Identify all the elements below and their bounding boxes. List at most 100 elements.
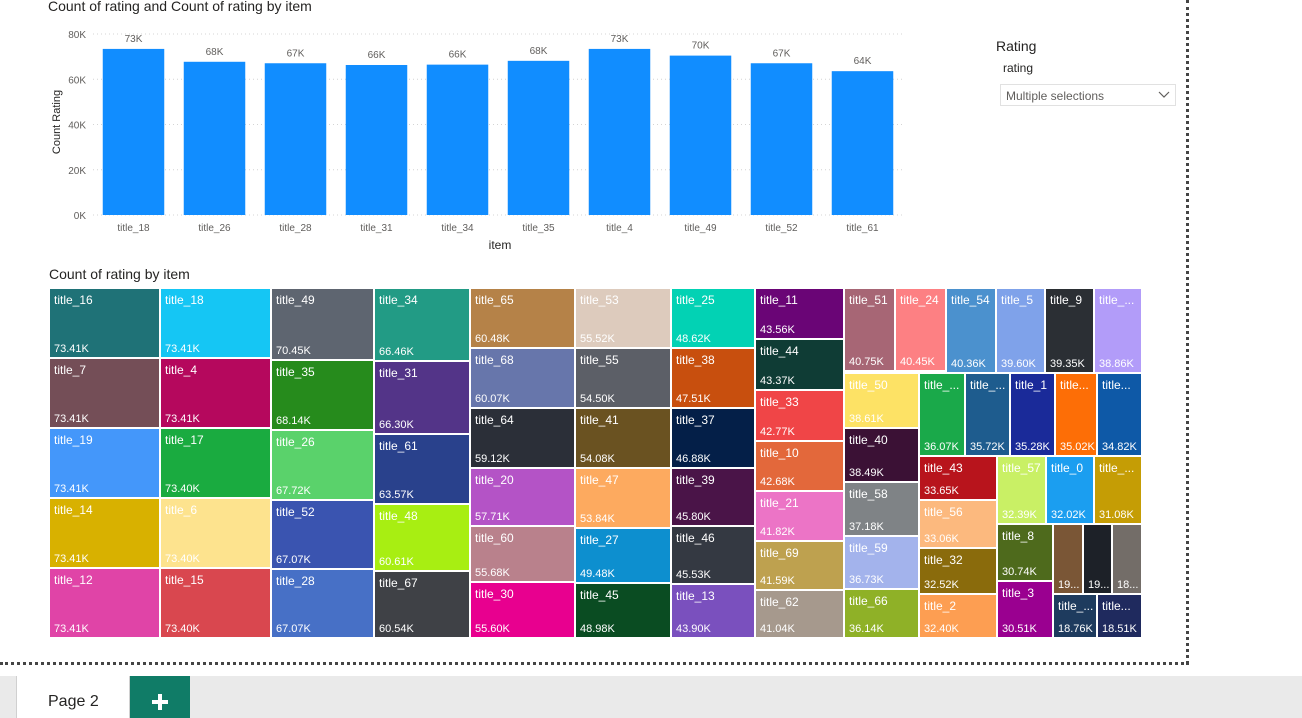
treemap-tile[interactable]: title_47 53.84K — [575, 468, 671, 528]
treemap-tile[interactable]: title_... 36.07K — [919, 373, 965, 456]
treemap-tile[interactable]: title_5 39.60K — [996, 288, 1045, 373]
treemap-tile[interactable]: title_15 73.40K — [160, 568, 271, 638]
slicer-header: Rating — [996, 38, 1037, 54]
treemap-tile[interactable]: title_40 38.49K — [844, 428, 919, 482]
treemap-tile[interactable]: title_61 63.57K — [374, 434, 470, 504]
treemap-tile[interactable]: title... 34.82K — [1097, 373, 1142, 456]
tile-value: 60.48K — [475, 333, 510, 345]
treemap-tile[interactable]: title_58 37.18K — [844, 482, 919, 536]
treemap-tile[interactable]: title_38 47.51K — [671, 348, 755, 408]
bar[interactable] — [588, 48, 651, 215]
treemap-tile[interactable]: title_... 38.86K — [1094, 288, 1142, 373]
treemap-tile[interactable]: title_10 42.68K — [755, 441, 844, 491]
treemap-tile[interactable]: title_14 73.41K — [49, 498, 160, 568]
treemap-tile[interactable]: title_67 60.54K — [374, 571, 470, 638]
treemap-tile[interactable]: title_8 30.74K — [997, 524, 1053, 581]
tile-label: title_60 — [475, 531, 514, 545]
bar[interactable] — [669, 55, 732, 216]
treemap-tile[interactable]: title_35 68.14K — [271, 360, 374, 430]
treemap-tile[interactable]: title_28 67.07K — [271, 569, 374, 638]
treemap-tile[interactable]: title... 18.51K — [1097, 594, 1142, 638]
bar[interactable] — [750, 63, 813, 216]
treemap-tile[interactable]: title_56 33.06K — [919, 500, 997, 548]
treemap-tile[interactable]: title_30 55.60K — [470, 582, 575, 638]
slicer-dropdown[interactable]: Multiple selections — [1000, 84, 1176, 106]
treemap-tile[interactable]: title_62 41.04K — [755, 590, 844, 638]
tile-label: title... — [1060, 378, 1089, 392]
treemap-tile[interactable]: title_9 39.35K — [1045, 288, 1094, 373]
treemap-tile[interactable]: title_49 70.45K — [271, 288, 374, 360]
treemap-tile[interactable]: title_41 54.08K — [575, 408, 671, 468]
treemap-tile[interactable]: title_27 49.48K — [575, 528, 671, 583]
treemap-tile[interactable]: title_20 57.71K — [470, 468, 575, 526]
bar[interactable] — [264, 63, 327, 216]
treemap-tile[interactable]: title_2 32.40K — [919, 594, 997, 638]
treemap-tile[interactable]: title_68 60.07K — [470, 348, 575, 408]
treemap-tile[interactable]: title_6 73.40K — [160, 498, 271, 568]
treemap-tile[interactable]: title_55 54.50K — [575, 348, 671, 408]
treemap-tile[interactable]: title_19 73.41K — [49, 428, 160, 498]
treemap-tile[interactable]: title_51 40.75K — [844, 288, 895, 371]
treemap-tile[interactable]: title_59 36.73K — [844, 536, 919, 589]
treemap-tile[interactable]: title_1 35.28K — [1010, 373, 1055, 456]
treemap-tile[interactable]: title_69 41.59K — [755, 541, 844, 590]
treemap-tile[interactable]: title_65 60.48K — [470, 288, 575, 348]
bar[interactable] — [426, 64, 489, 215]
treemap-tile[interactable]: 18... — [1112, 524, 1142, 594]
treemap-tile[interactable]: title_44 43.37K — [755, 339, 844, 390]
treemap-tile[interactable]: title_4 73.41K — [160, 358, 271, 428]
treemap-tile[interactable]: title_... 35.72K — [965, 373, 1010, 456]
treemap-tile[interactable]: title_39 45.80K — [671, 468, 755, 526]
treemap-tile[interactable]: title_11 43.56K — [755, 288, 844, 339]
treemap-tile[interactable]: title_21 41.82K — [755, 491, 844, 541]
treemap-tile[interactable]: title_0 32.02K — [1046, 456, 1094, 524]
bar[interactable] — [183, 61, 246, 215]
treemap-tile[interactable]: title_7 73.41K — [49, 358, 160, 428]
tile-label: title_24 — [900, 293, 939, 307]
bar[interactable] — [102, 48, 165, 215]
treemap-tile[interactable]: title_48 60.61K — [374, 504, 470, 571]
treemap-tile[interactable]: 19... — [1053, 524, 1083, 594]
treemap-tile[interactable]: title_26 67.72K — [271, 430, 374, 500]
tile-value: 46.88K — [676, 453, 711, 465]
treemap-tile[interactable]: title_34 66.46K — [374, 288, 470, 361]
tile-value: 55.52K — [580, 333, 615, 345]
treemap-tile[interactable]: title_16 73.41K — [49, 288, 160, 358]
tile-value: 47.51K — [676, 393, 711, 405]
bar[interactable] — [345, 64, 408, 215]
tile-value: 36.14K — [849, 623, 884, 635]
tile-value: 38.61K — [849, 413, 884, 425]
treemap-tile[interactable]: title_... 31.08K — [1094, 456, 1142, 524]
treemap-tile[interactable]: title_60 55.68K — [470, 526, 575, 582]
treemap-tile[interactable]: title_13 43.90K — [671, 584, 755, 638]
treemap-tile[interactable]: title_45 48.98K — [575, 583, 671, 638]
treemap-tile[interactable]: title_25 48.62K — [671, 288, 755, 348]
treemap-tile[interactable]: title_33 42.77K — [755, 390, 844, 441]
treemap-tile[interactable]: title_31 66.30K — [374, 361, 470, 434]
treemap-tile[interactable]: title_18 73.41K — [160, 288, 271, 358]
treemap-tile[interactable]: title_17 73.40K — [160, 428, 271, 498]
treemap-tile[interactable]: title_46 45.53K — [671, 526, 755, 584]
treemap-tile[interactable]: 19... — [1083, 524, 1112, 594]
bar[interactable] — [831, 71, 894, 215]
tab-page-2[interactable]: Page 2 — [16, 676, 130, 718]
tile-label: title_56 — [924, 505, 963, 519]
treemap-tile[interactable]: title_54 40.36K — [946, 288, 996, 373]
treemap-tile[interactable]: title_24 40.45K — [895, 288, 946, 371]
treemap-tile[interactable]: title_43 33.65K — [919, 456, 997, 500]
treemap-tile[interactable]: title_52 67.07K — [271, 500, 374, 569]
treemap-tile[interactable]: title_66 36.14K — [844, 589, 919, 638]
treemap-tile[interactable]: title_50 38.61K — [844, 373, 919, 428]
treemap-tile[interactable]: title... 35.02K — [1055, 373, 1097, 456]
treemap-tile[interactable]: title_12 73.41K — [49, 568, 160, 638]
tile-value: 42.68K — [760, 476, 795, 488]
treemap-tile[interactable]: title_3 30.51K — [997, 581, 1053, 638]
treemap-tile[interactable]: title_64 59.12K — [470, 408, 575, 468]
treemap-tile[interactable]: title_37 46.88K — [671, 408, 755, 468]
add-page-button[interactable] — [130, 676, 190, 718]
treemap-tile[interactable]: title_57 32.39K — [997, 456, 1046, 524]
treemap-tile[interactable]: title_32 32.52K — [919, 548, 997, 594]
treemap-tile[interactable]: title_... 18.76K — [1053, 594, 1097, 638]
treemap-tile[interactable]: title_53 55.52K — [575, 288, 671, 348]
bar[interactable] — [507, 60, 570, 215]
